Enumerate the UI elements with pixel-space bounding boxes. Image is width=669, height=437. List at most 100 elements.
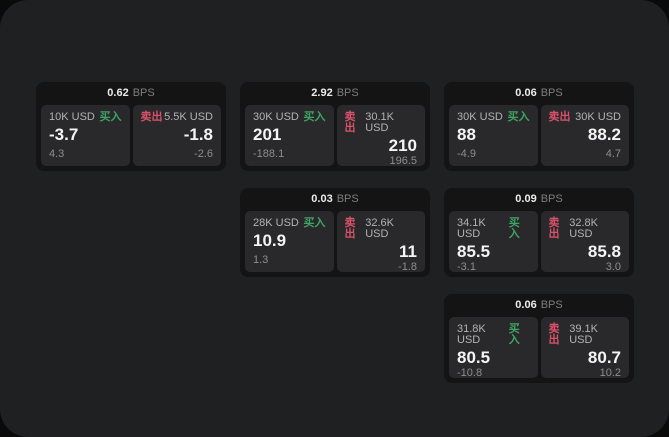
sell-panel[interactable]: 卖出 5.5K USD -1.8 -2.6 xyxy=(132,105,221,166)
sell-panel[interactable]: 卖出 30K USD 88.2 4.7 xyxy=(540,105,629,166)
buy-delta: 4.3 xyxy=(49,148,65,160)
card-body: 28K USD 买入 10.9 1.3 卖出 32.6K USD 11 -1.8 xyxy=(245,211,425,272)
sell-amount: 32.6K USD xyxy=(365,217,394,240)
buy-panel[interactable]: 30K USD 买入 88 -4.9 xyxy=(449,105,538,166)
sell-amount: 30K USD xyxy=(575,111,621,123)
sell-amount: 5.5K USD xyxy=(164,111,213,123)
card-body: 30K USD 买入 88 -4.9 卖出 30K USD 88.2 4.7 xyxy=(449,105,629,166)
buy-delta: -3.1 xyxy=(457,260,476,273)
sell-panel-header: 卖出 32.6K USD xyxy=(345,218,418,240)
buy-side-label: 买入 xyxy=(303,217,326,229)
buy-price: 88 xyxy=(457,125,476,144)
sell-price: 88.2 xyxy=(587,125,621,144)
quote-card: 0.06 BPS 31.8K USD 买入 80.5 -10.8 卖出 39.1… xyxy=(444,294,634,383)
bps-unit-label: BPS xyxy=(132,87,155,99)
buy-side-label: 买入 xyxy=(508,217,520,240)
buy-delta: -10.8 xyxy=(457,366,483,379)
buy-panel[interactable]: 10K USD 买入 -3.7 4.3 xyxy=(41,105,130,166)
quote-card: 2.92 BPS 30K USD 买入 201 -188.1 卖出 30.1K … xyxy=(240,82,430,171)
card-body: 10K USD 买入 -3.7 4.3 卖出 5.5K USD -1.8 -2.… xyxy=(41,105,221,166)
quote-cards-grid: 0.62 BPS 10K USD 买入 -3.7 4.3 卖出 5.5K USD… xyxy=(36,82,634,383)
sell-amount: 39.1K USD xyxy=(569,323,598,346)
buy-price: 80.5 xyxy=(457,348,491,367)
card-header: 0.62 BPS xyxy=(41,82,221,105)
buy-delta: -188.1 xyxy=(253,148,285,160)
buy-panel-header: 30K USD 买入 xyxy=(253,112,326,123)
buy-amount: 30K USD xyxy=(253,111,299,123)
quote-card: 0.06 BPS 30K USD 买入 88 -4.9 卖出 30K USD 8… xyxy=(444,82,634,171)
sell-delta: -2.6 xyxy=(194,148,213,160)
buy-amount: 30K USD xyxy=(457,111,503,123)
sell-price: -1.8 xyxy=(183,125,213,144)
sell-side-label: 卖出 xyxy=(548,217,560,240)
buy-price: 85.5 xyxy=(457,242,491,261)
buy-amount: 34.1K USD xyxy=(457,217,486,240)
card-header: 0.03 BPS xyxy=(245,188,425,211)
buy-panel-header: 28K USD 买入 xyxy=(253,218,326,229)
buy-panel[interactable]: 28K USD 买入 10.9 1.3 xyxy=(245,211,334,272)
card-body: 31.8K USD 买入 80.5 -10.8 卖出 39.1K USD 80.… xyxy=(449,317,629,378)
sell-delta: 4.7 xyxy=(605,148,621,160)
spread-value: 0.06 xyxy=(515,87,537,99)
buy-panel-header: 31.8K USD 买入 xyxy=(457,324,530,346)
quote-card: 0.09 BPS 34.1K USD 买入 85.5 -3.1 卖出 32.8K… xyxy=(444,188,634,277)
sell-side-label: 卖出 xyxy=(140,111,163,123)
card-header: 0.09 BPS xyxy=(449,188,629,211)
buy-panel-header: 10K USD 买入 xyxy=(49,112,122,123)
sell-side-label: 卖出 xyxy=(548,323,560,346)
sell-panel-header: 卖出 30.1K USD xyxy=(345,112,418,134)
sell-price: 85.8 xyxy=(587,242,621,261)
card-body: 30K USD 买入 201 -188.1 卖出 30.1K USD 210 1… xyxy=(245,105,425,166)
quote-card: 0.03 BPS 28K USD 买入 10.9 1.3 卖出 32.6K US… xyxy=(240,188,430,277)
sell-panel[interactable]: 卖出 39.1K USD 80.7 10.2 xyxy=(540,317,629,379)
buy-panel[interactable]: 30K USD 买入 201 -188.1 xyxy=(245,105,334,166)
spread-value: 0.09 xyxy=(515,193,537,205)
buy-price: -3.7 xyxy=(49,125,79,144)
sell-panel-header: 卖出 39.1K USD xyxy=(549,324,622,346)
sell-side-label: 卖出 xyxy=(548,111,571,123)
spread-value: 0.06 xyxy=(515,299,537,311)
sell-delta: 10.2 xyxy=(599,366,621,379)
sell-side-label: 卖出 xyxy=(344,111,356,134)
buy-price: 201 xyxy=(253,125,282,144)
sell-amount: 32.8K USD xyxy=(569,217,598,240)
buy-panel[interactable]: 31.8K USD 买入 80.5 -10.8 xyxy=(449,317,538,378)
card-header: 0.06 BPS xyxy=(449,294,629,317)
sell-delta: 3.0 xyxy=(605,260,621,273)
bps-unit-label: BPS xyxy=(540,299,563,311)
sell-delta: -1.8 xyxy=(398,260,417,273)
buy-delta: -4.9 xyxy=(457,148,476,160)
spread-value: 0.62 xyxy=(107,87,129,99)
buy-delta: 1.3 xyxy=(253,254,269,266)
card-body: 34.1K USD 买入 85.5 -3.1 卖出 32.8K USD 85.8… xyxy=(449,211,629,272)
sell-price: 210 xyxy=(388,136,417,155)
bps-unit-label: BPS xyxy=(540,87,563,99)
sell-panel-header: 卖出 32.8K USD xyxy=(549,218,622,240)
sell-panel[interactable]: 卖出 32.8K USD 85.8 3.0 xyxy=(540,211,629,273)
spread-value: 2.92 xyxy=(311,87,333,99)
sell-side-label: 卖出 xyxy=(344,217,356,240)
buy-side-label: 买入 xyxy=(507,111,530,123)
sell-panel-header: 卖出 30K USD xyxy=(549,112,622,123)
sell-amount: 30.1K USD xyxy=(365,111,394,134)
buy-panel-header: 30K USD 买入 xyxy=(457,112,530,123)
sell-panel[interactable]: 卖出 30.1K USD 210 196.5 xyxy=(336,105,425,167)
sell-price: 11 xyxy=(399,242,417,261)
buy-panel[interactable]: 34.1K USD 买入 85.5 -3.1 xyxy=(449,211,538,272)
bps-unit-label: BPS xyxy=(540,193,563,205)
spread-value: 0.03 xyxy=(311,193,333,205)
quote-card: 0.62 BPS 10K USD 买入 -3.7 4.3 卖出 5.5K USD… xyxy=(36,82,226,171)
buy-panel-header: 34.1K USD 买入 xyxy=(457,218,530,240)
buy-amount: 28K USD xyxy=(253,217,299,229)
buy-side-label: 买入 xyxy=(99,111,122,123)
bps-unit-label: BPS xyxy=(336,87,359,99)
card-header: 0.06 BPS xyxy=(449,82,629,105)
buy-side-label: 买入 xyxy=(508,323,520,346)
sell-price: 80.7 xyxy=(587,348,621,367)
sell-delta: 196.5 xyxy=(389,154,417,167)
buy-amount: 10K USD xyxy=(49,111,95,123)
buy-price: 10.9 xyxy=(253,231,287,250)
sell-panel[interactable]: 卖出 32.6K USD 11 -1.8 xyxy=(336,211,425,273)
